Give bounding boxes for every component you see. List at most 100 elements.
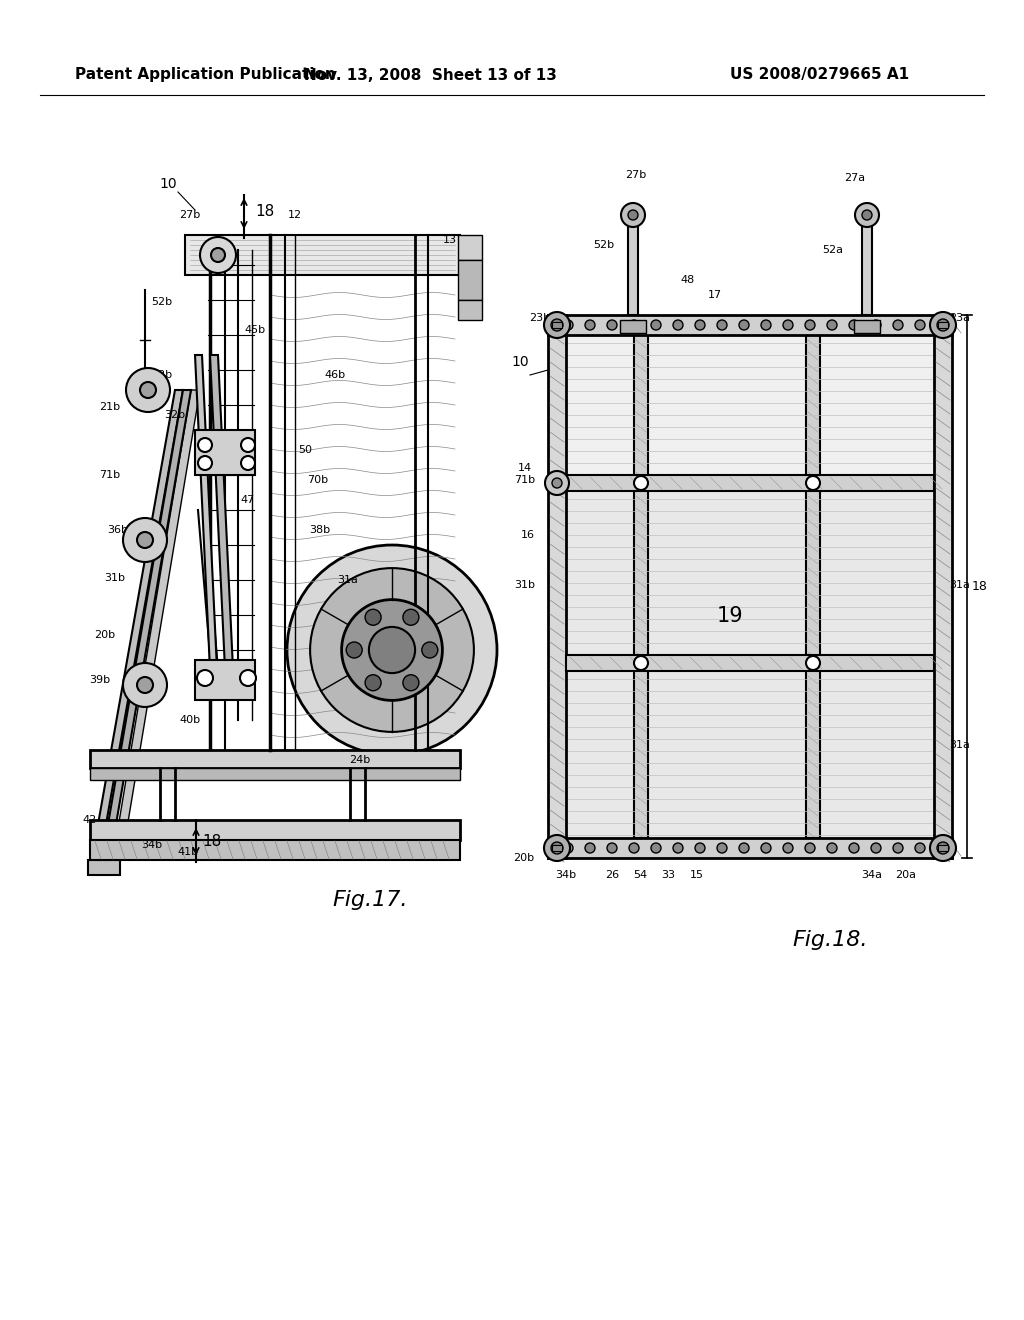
Polygon shape <box>634 335 648 838</box>
Text: 34b: 34b <box>555 870 577 880</box>
Text: Patent Application Publication: Patent Application Publication <box>75 67 336 82</box>
Text: 32b: 32b <box>165 411 185 420</box>
Text: 46b: 46b <box>325 370 345 380</box>
Text: 27b: 27b <box>179 210 201 220</box>
Text: 13: 13 <box>443 235 457 246</box>
Text: 20b: 20b <box>513 853 535 863</box>
Polygon shape <box>195 660 255 700</box>
Polygon shape <box>566 475 934 491</box>
Text: 15: 15 <box>690 870 705 880</box>
Text: Fig.17.: Fig.17. <box>332 890 408 909</box>
Circle shape <box>629 843 639 853</box>
Circle shape <box>240 671 256 686</box>
Polygon shape <box>90 840 460 861</box>
Circle shape <box>200 238 236 273</box>
Text: 17: 17 <box>708 290 722 300</box>
Circle shape <box>552 478 562 488</box>
Text: 19: 19 <box>717 606 743 626</box>
Polygon shape <box>552 322 562 327</box>
Text: 31a: 31a <box>949 741 971 750</box>
Text: 27a: 27a <box>845 173 865 183</box>
Polygon shape <box>566 655 934 671</box>
Text: 26: 26 <box>605 870 620 880</box>
Circle shape <box>717 319 727 330</box>
Circle shape <box>346 642 362 657</box>
Circle shape <box>544 836 570 861</box>
Circle shape <box>197 671 213 686</box>
Circle shape <box>585 843 595 853</box>
Circle shape <box>651 319 662 330</box>
Circle shape <box>544 312 570 338</box>
Polygon shape <box>620 319 646 333</box>
Circle shape <box>585 319 595 330</box>
Circle shape <box>893 843 903 853</box>
Text: 41b: 41b <box>177 847 199 857</box>
Circle shape <box>198 438 212 451</box>
Circle shape <box>140 381 156 399</box>
Text: 23b: 23b <box>529 313 551 323</box>
Text: Fig.18.: Fig.18. <box>793 931 867 950</box>
Circle shape <box>241 455 255 470</box>
Circle shape <box>137 532 153 548</box>
Circle shape <box>123 663 167 708</box>
Circle shape <box>634 656 648 671</box>
Text: 52a: 52a <box>822 246 844 255</box>
Circle shape <box>366 675 381 690</box>
Text: US 2008/0279665 A1: US 2008/0279665 A1 <box>730 67 909 82</box>
Circle shape <box>806 656 820 671</box>
Text: 23a: 23a <box>949 313 971 323</box>
Text: 20a: 20a <box>896 870 916 880</box>
Text: 21b: 21b <box>99 403 121 412</box>
Circle shape <box>607 843 617 853</box>
Text: 23b: 23b <box>152 370 173 380</box>
Text: 71b: 71b <box>514 475 536 484</box>
Polygon shape <box>458 300 482 319</box>
Polygon shape <box>862 210 872 315</box>
Circle shape <box>930 312 956 338</box>
Text: 33: 33 <box>662 870 675 880</box>
Circle shape <box>241 438 255 451</box>
Text: 18: 18 <box>972 579 988 593</box>
Text: 48: 48 <box>681 275 695 285</box>
Circle shape <box>937 842 949 854</box>
Circle shape <box>551 842 563 854</box>
Text: 52b: 52b <box>594 240 614 249</box>
Polygon shape <box>566 335 934 475</box>
Circle shape <box>695 319 705 330</box>
Polygon shape <box>934 315 952 858</box>
Circle shape <box>621 203 645 227</box>
Circle shape <box>805 843 815 853</box>
Text: 47: 47 <box>241 495 255 506</box>
Circle shape <box>761 319 771 330</box>
Circle shape <box>739 843 749 853</box>
Text: Nov. 13, 2008  Sheet 13 of 13: Nov. 13, 2008 Sheet 13 of 13 <box>303 67 556 82</box>
Text: 10: 10 <box>159 177 177 191</box>
Circle shape <box>805 319 815 330</box>
Polygon shape <box>552 845 562 851</box>
Circle shape <box>198 455 212 470</box>
Text: 31a: 31a <box>949 579 971 590</box>
Text: 34a: 34a <box>861 870 883 880</box>
Text: 52b: 52b <box>152 297 173 308</box>
Text: 20b: 20b <box>94 630 116 640</box>
Polygon shape <box>210 355 234 690</box>
Circle shape <box>915 843 925 853</box>
Polygon shape <box>806 335 820 838</box>
Polygon shape <box>195 430 255 475</box>
Text: 71b: 71b <box>99 470 121 480</box>
Circle shape <box>607 319 617 330</box>
Circle shape <box>287 545 497 755</box>
Polygon shape <box>90 768 460 780</box>
Text: 36b: 36b <box>108 525 128 535</box>
Circle shape <box>673 319 683 330</box>
Circle shape <box>402 675 419 690</box>
Circle shape <box>551 319 563 331</box>
Circle shape <box>739 319 749 330</box>
Circle shape <box>211 248 225 261</box>
Circle shape <box>369 627 415 673</box>
Circle shape <box>849 319 859 330</box>
Polygon shape <box>116 389 200 840</box>
Polygon shape <box>566 671 934 838</box>
Circle shape <box>827 319 837 330</box>
Polygon shape <box>90 750 460 768</box>
